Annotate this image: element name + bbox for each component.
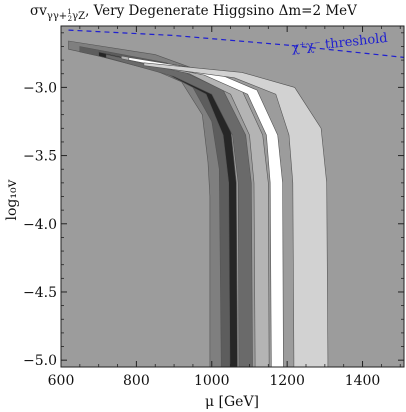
x-axis: 600 800 1000 1200 1400 <box>48 26 401 389</box>
title-subscript: γγ+ <box>47 11 67 22</box>
title-frac-den: 2 <box>68 15 72 23</box>
title-frac-num: 1 <box>67 8 71 16</box>
y-axis-label: log₁₀v <box>4 179 20 220</box>
y-tick-label: −4.0 <box>23 217 57 233</box>
x-tick-label: 1200 <box>269 373 305 389</box>
x-tick-label: 800 <box>123 373 150 389</box>
x-tick-label: 1400 <box>345 373 381 389</box>
y-tick-label: −3.0 <box>23 80 57 96</box>
y-tick-label: −3.5 <box>23 149 57 165</box>
contour-band-3 <box>105 54 253 367</box>
title-rest: , Very Degenerate Higgsino Δm=2 MeV <box>85 3 357 19</box>
contour-band-6 <box>143 62 329 367</box>
contour-bands <box>68 40 329 367</box>
x-axis-label: μ [GeV] <box>205 394 259 410</box>
threshold-line <box>68 29 404 58</box>
plot-area <box>61 26 404 367</box>
y-tick-label: −5.0 <box>23 353 57 369</box>
y-axis: −3.0 −3.5 −4.0 −4.5 −5.0 <box>23 32 404 369</box>
title-main: σv <box>30 3 47 19</box>
title-subscript-tail: γZ <box>72 11 85 22</box>
x-tick-label: 600 <box>48 373 75 389</box>
contour-band-4 <box>121 55 270 367</box>
y-tick-label: −4.5 <box>23 285 57 301</box>
chart-title: σvγγ+1 2γZ, Very Degenerate Higgsino Δm=2… <box>30 3 357 23</box>
contour-band-5 <box>128 57 284 367</box>
x-tick-label: 1000 <box>194 373 230 389</box>
